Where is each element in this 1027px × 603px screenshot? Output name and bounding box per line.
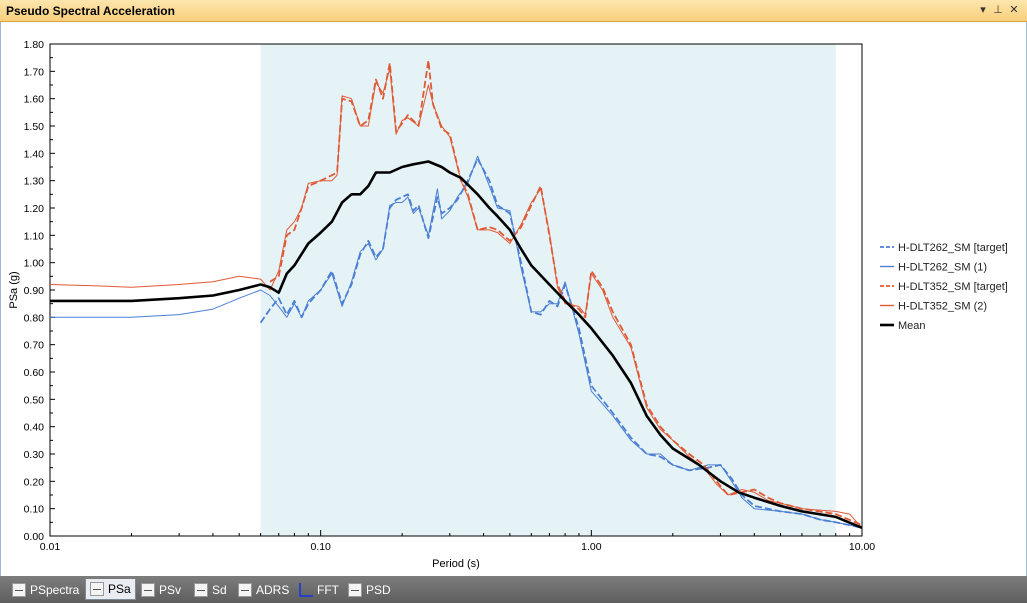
y-tick-label: 0.00 <box>24 531 45 543</box>
tab-psv[interactable]: PSv <box>137 579 185 600</box>
tab-label: PSv <box>159 582 182 597</box>
pin-icon[interactable]: ⊥ <box>993 4 1003 16</box>
tab-label: PSpectra <box>30 582 80 597</box>
sd-icon <box>194 582 208 597</box>
tab-fft[interactable]: FFT <box>295 579 343 600</box>
pspectra-icon <box>12 582 26 597</box>
legend-entry-0: H-DLT262_SM [target] <box>898 242 1008 254</box>
y-tick-label: 1.00 <box>24 258 45 270</box>
y-tick-label: 0.20 <box>24 476 45 488</box>
legend-entry-2: H-DLT352_SM [target] <box>898 281 1008 293</box>
tab-psa[interactable]: PSa <box>85 579 136 600</box>
tab-label: ADRS <box>256 582 290 597</box>
tab-pspectra[interactable]: PSpectra <box>8 579 83 600</box>
adrs-icon <box>238 582 252 597</box>
tab-label: PSD <box>366 582 391 597</box>
y-axis-label: PSa (g) <box>8 271 20 308</box>
y-tick-label: 0.10 <box>24 504 45 516</box>
y-tick-label: 0.30 <box>24 449 45 461</box>
y-tick-label: 1.80 <box>24 39 45 51</box>
x-tick-label: 1.00 <box>581 541 602 553</box>
psd-icon <box>348 582 362 597</box>
y-tick-label: 1.20 <box>24 203 45 215</box>
y-tick-label: 0.60 <box>24 367 45 379</box>
y-tick-label: 0.80 <box>24 312 45 324</box>
x-tick-label: 10.00 <box>849 541 875 553</box>
y-tick-label: 1.10 <box>24 230 45 242</box>
psv-icon <box>141 582 155 597</box>
tab-adrs[interactable]: ADRS <box>234 579 293 600</box>
series-line-1 <box>50 155 863 529</box>
tab-label: Sd <box>212 582 227 597</box>
y-tick-label: 0.50 <box>24 394 45 406</box>
tab-bar: PSpectra PSa PSv Sd ADRS FFT PSD <box>0 576 1027 603</box>
x-tick-label: 0.01 <box>40 541 61 553</box>
close-icon[interactable]: ✕ <box>1009 4 1019 16</box>
window-titlebar: Pseudo Spectral Acceleration ▾ ⊥ ✕ <box>0 0 1027 22</box>
y-tick-label: 1.30 <box>24 176 45 188</box>
window-menu-dropdown-icon[interactable]: ▾ <box>980 4 986 16</box>
y-tick-label: 1.50 <box>24 121 45 133</box>
fft-icon <box>299 582 313 597</box>
series-line-2 <box>269 59 863 526</box>
y-tick-label: 1.40 <box>24 148 45 160</box>
legend-entry-4: Mean <box>898 320 926 332</box>
y-tick-label: 1.60 <box>24 94 45 106</box>
psa-chart: 0.00 0.10 0.20 0.30 0.40 0.50 0.60 0.70 0.80 0.90… <box>8 39 1008 570</box>
legend-entry-3: H-DLT352_SM (2) <box>898 301 987 313</box>
y-tick-label: 1.70 <box>24 66 45 78</box>
y-tick-label: 0.70 <box>24 340 45 352</box>
tab-sd[interactable]: Sd <box>190 579 231 600</box>
series-line-0 <box>259 157 863 529</box>
window-title: Pseudo Spectral Acceleration <box>6 4 175 18</box>
y-tick-label: 0.90 <box>24 285 45 297</box>
psa-icon <box>90 582 104 596</box>
x-axis-label: Period (s) <box>432 558 480 570</box>
tab-label: FFT <box>317 582 339 597</box>
y-tick-label: 0.40 <box>24 422 45 434</box>
x-tick-label: 0.10 <box>310 541 331 553</box>
legend-entry-1: H-DLT262_SM (1) <box>898 262 987 274</box>
tab-psd[interactable]: PSD <box>344 579 395 600</box>
tab-label: PSa <box>108 582 131 596</box>
target-period-band <box>260 44 836 536</box>
series-line-4 <box>50 160 863 530</box>
